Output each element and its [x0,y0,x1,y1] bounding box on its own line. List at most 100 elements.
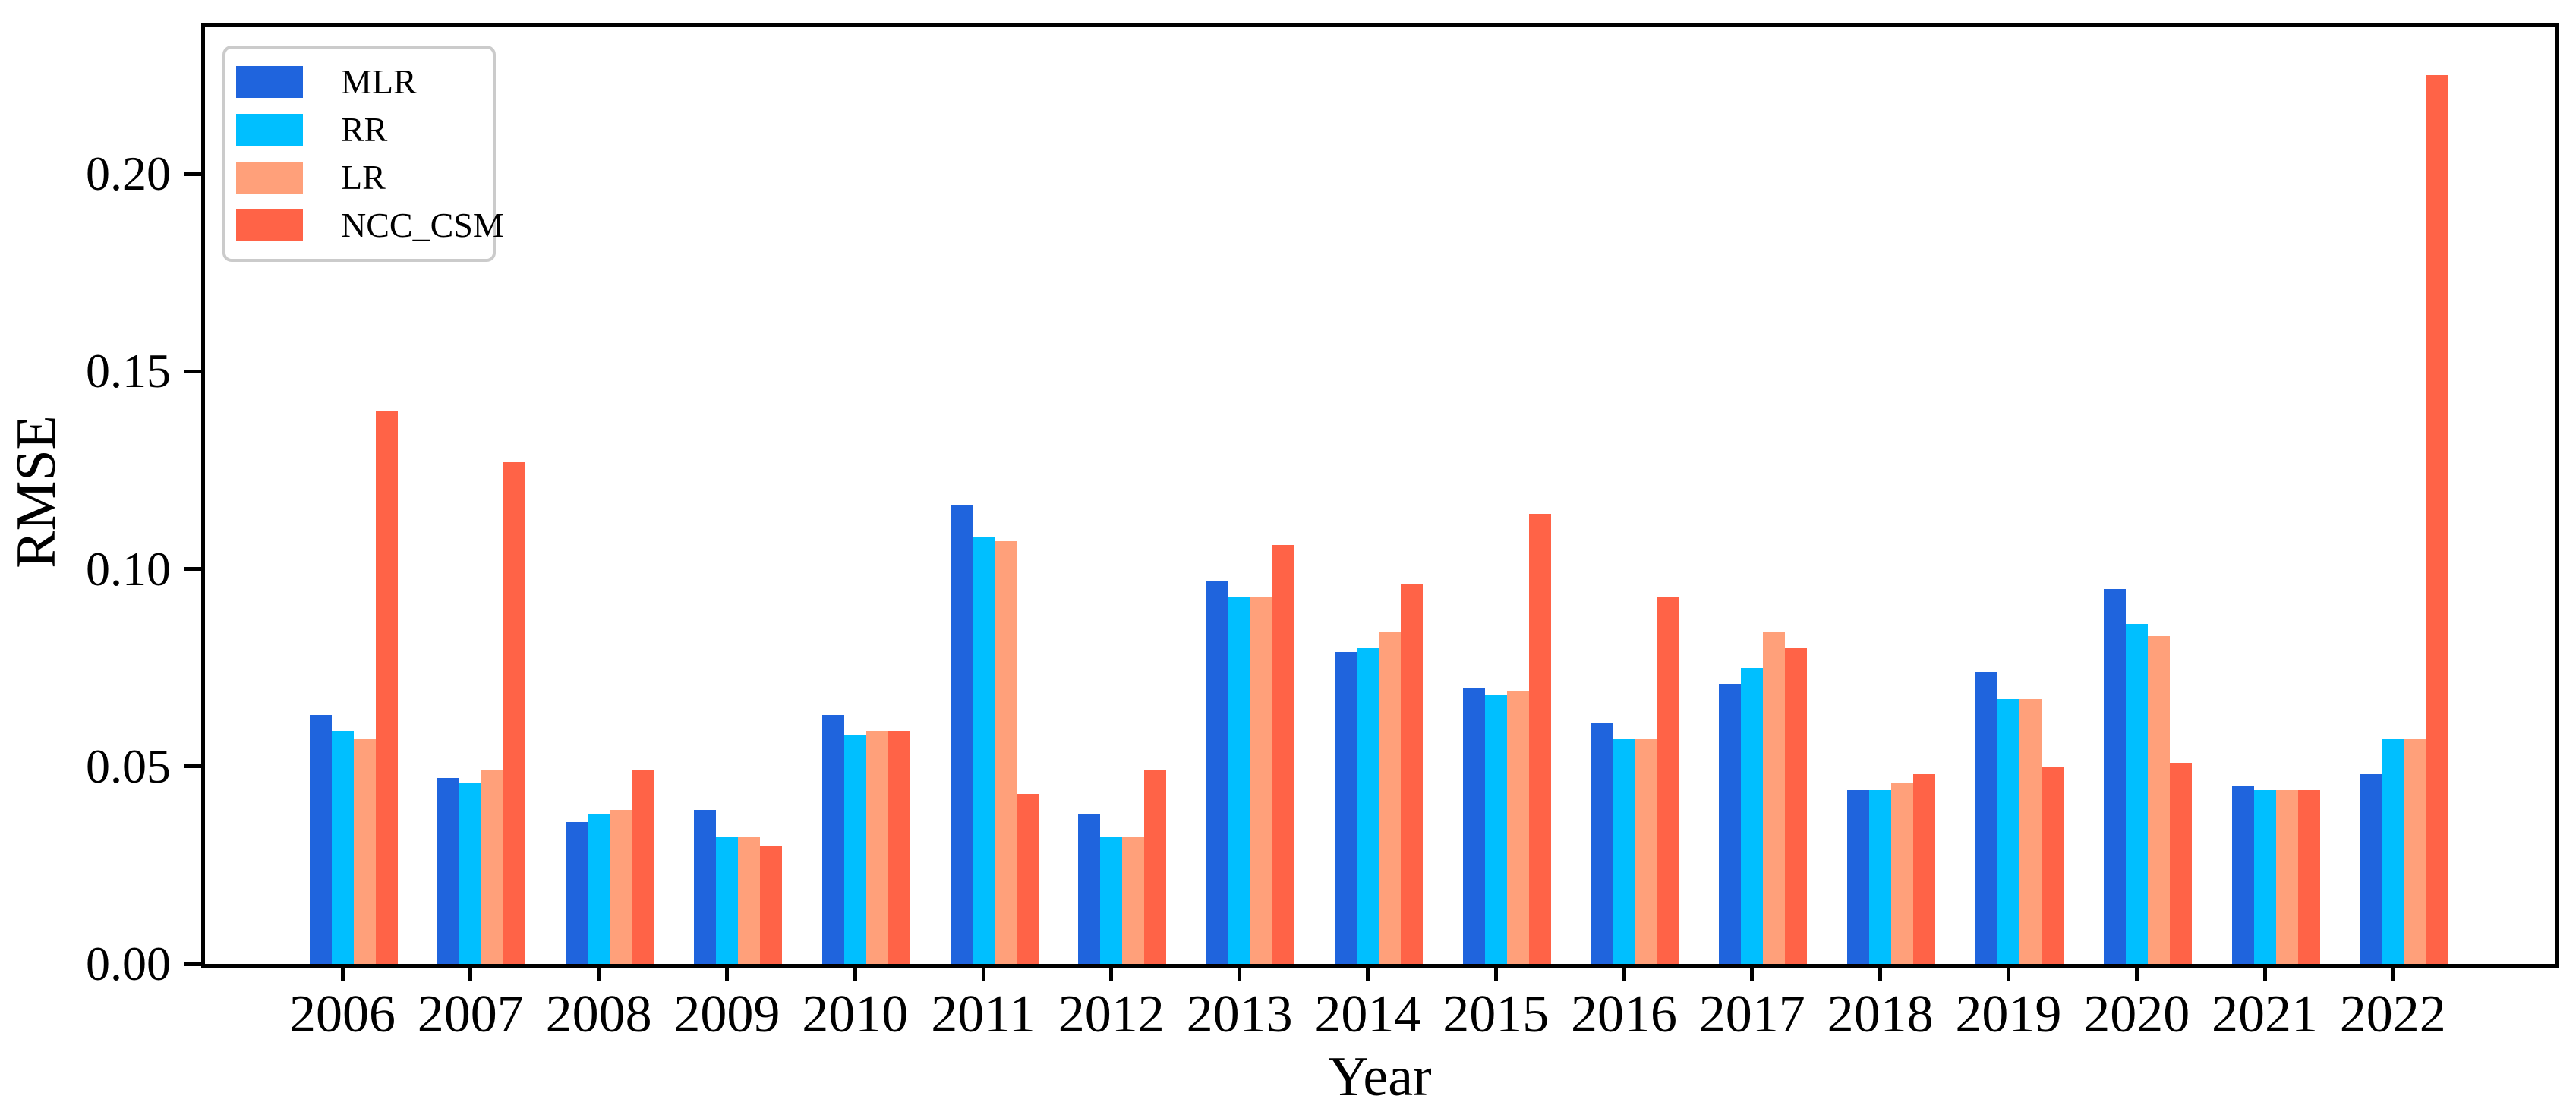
bar-mlr-2013 [1206,581,1229,964]
bar-lr-2021 [2275,790,2298,964]
bar-rr-2009 [715,837,738,964]
bar-rr-2016 [1613,739,1635,964]
bar-mlr-2015 [1462,687,1485,964]
legend-row: MLR [236,58,493,106]
bar-rr-2013 [1228,597,1251,964]
bar-mlr-2018 [1847,790,1870,964]
x-tick-label: 2012 [1058,985,1165,1044]
bar-rr-2011 [972,537,995,964]
x-tick [981,964,985,981]
bar-lr-2015 [1506,691,1529,964]
bar-rr-2017 [1741,667,1764,964]
bar-mlr-2016 [1591,723,1613,964]
x-tick [853,964,857,981]
y-tick-label: 0.00 [86,937,171,990]
x-tick [1878,964,1883,981]
x-tick-label: 2020 [2083,985,2190,1044]
x-tick [2134,964,2139,981]
bar-mlr-2014 [1334,651,1357,964]
bar-ncc_csm-2016 [1657,597,1679,964]
x-tick [1493,964,1498,981]
bar-lr-2009 [737,837,760,964]
x-tick-label: 2016 [1571,985,1677,1044]
x-tick-label: 2011 [931,985,1036,1044]
y-tick [184,962,201,966]
legend-swatch-mlr [236,65,303,98]
x-tick [597,964,601,981]
bar-lr-2019 [2019,699,2042,964]
x-tick [724,964,729,981]
bar-mlr-2007 [437,778,460,964]
x-tick-label: 2013 [1186,985,1293,1044]
bar-mlr-2020 [2103,588,2126,964]
bar-rr-2012 [1100,837,1123,964]
bar-lr-2006 [353,739,376,964]
x-tick-label: 2010 [802,985,909,1044]
legend-label-rr: RR [341,109,388,149]
bar-lr-2010 [865,730,888,964]
bar-ncc_csm-2011 [1016,794,1039,964]
legend-swatch-rr [236,113,303,146]
y-tick-label: 0.10 [86,541,171,596]
y-tick-label: 0.15 [86,344,171,398]
bar-ncc_csm-2006 [375,411,398,964]
bar-rr-2007 [459,782,482,964]
bar-lr-2017 [1763,631,1786,964]
legend-row: NCC_CSM [236,201,504,249]
bar-ncc_csm-2018 [1913,774,1936,964]
y-tick-label: 0.05 [86,739,171,793]
bar-ncc_csm-2022 [2426,75,2448,964]
bar-lr-2018 [1891,782,1914,964]
bar-lr-2011 [994,541,1017,964]
bar-mlr-2012 [1078,814,1101,964]
bar-lr-2016 [1635,739,1657,964]
x-tick [1365,964,1370,981]
legend-swatch-ncc_csm [236,209,303,241]
x-tick-label: 2022 [2339,985,2446,1044]
x-tick [1622,964,1626,981]
bar-rr-2015 [1484,695,1507,964]
x-tick [340,964,345,981]
bar-ncc_csm-2015 [1528,513,1551,964]
bar-lr-2007 [481,770,504,964]
bar-lr-2008 [610,810,632,964]
bar-ncc_csm-2013 [1272,545,1295,964]
bar-lr-2022 [2404,739,2426,964]
bar-mlr-2009 [693,810,716,964]
bar-ncc_csm-2008 [632,770,654,964]
bar-ncc_csm-2010 [888,730,910,964]
bar-lr-2020 [2147,636,2170,964]
bar-mlr-2017 [1719,683,1742,964]
y-tick [184,764,201,769]
bar-ncc_csm-2009 [759,845,782,964]
bar-rr-2020 [2125,624,2148,964]
bar-mlr-2008 [566,821,588,964]
bar-rr-2021 [2253,790,2276,964]
legend-label-mlr: MLR [341,61,417,101]
x-tick-label: 2017 [1698,985,1805,1044]
plot-area: RMSE Year 0.00 0.05 0.10 0.15 0.20 2006 2007 20… [5,23,2559,1105]
legend-label-ncc_csm: NCC_CSM [341,205,504,244]
x-tick-label: 2008 [545,985,652,1044]
legend: MLR RR LR NCC_CSM [222,46,504,262]
x-axis-label: Year [1328,1046,1432,1108]
bar-mlr-2006 [309,715,332,964]
bar-rr-2014 [1356,647,1379,964]
x-tick [2006,964,2010,981]
y-tick [184,172,201,176]
x-tick-label: 2018 [1827,985,1934,1044]
bar-ncc_csm-2017 [1785,647,1808,964]
bar-ncc_csm-2012 [1144,770,1167,964]
bar-mlr-2022 [2360,774,2382,964]
y-tick [184,369,201,373]
bar-lr-2013 [1250,597,1273,964]
bar-mlr-2010 [821,715,844,964]
bar-rr-2008 [588,814,610,964]
bar-lr-2012 [1122,837,1145,964]
bar-rr-2018 [1869,790,1892,964]
x-tick-label: 2019 [1955,985,2062,1044]
bar-rr-2022 [2382,739,2404,964]
legend-row: LR [236,153,493,201]
x-tick-label: 2006 [289,985,396,1044]
bar-lr-2014 [1378,631,1401,964]
